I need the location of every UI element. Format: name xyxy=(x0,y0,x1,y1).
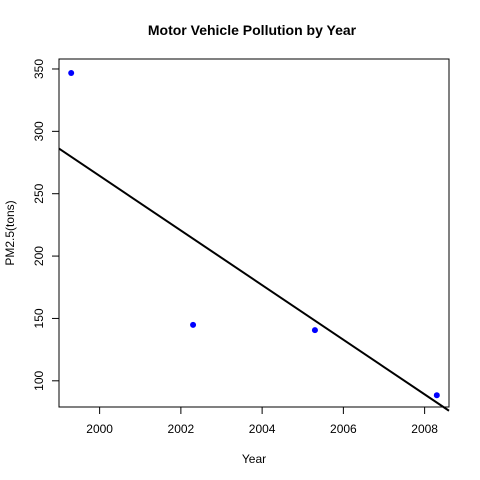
x-tick-label: 2006 xyxy=(330,422,357,436)
y-axis: 100 150 200 250 300 350 xyxy=(32,59,59,391)
data-point xyxy=(311,327,318,334)
x-tick-label: 2008 xyxy=(411,422,438,436)
y-tick-label: 350 xyxy=(32,59,46,79)
trendline-layer xyxy=(58,147,450,412)
y-axis-label: PM2.5(tons) xyxy=(3,200,17,265)
y-tick-label: 100 xyxy=(32,370,46,390)
plot-frame xyxy=(58,58,450,408)
y-tick-label: 200 xyxy=(32,246,46,266)
x-tick-label: 2004 xyxy=(249,422,276,436)
x-axis: 2000 2002 2004 2006 2008 xyxy=(86,407,438,436)
x-tick-label: 2000 xyxy=(86,422,113,436)
y-tick-label: 250 xyxy=(32,183,46,203)
regression-line xyxy=(58,147,450,412)
data-point xyxy=(68,69,75,76)
points-layer xyxy=(68,69,440,399)
y-tick-label: 300 xyxy=(32,121,46,141)
x-axis-label: Year xyxy=(242,452,266,466)
data-point xyxy=(433,392,440,399)
chart-title: Motor Vehicle Pollution by Year xyxy=(148,22,357,38)
y-tick-label: 150 xyxy=(32,308,46,328)
data-point xyxy=(190,321,197,328)
x-tick-label: 2002 xyxy=(168,422,195,436)
